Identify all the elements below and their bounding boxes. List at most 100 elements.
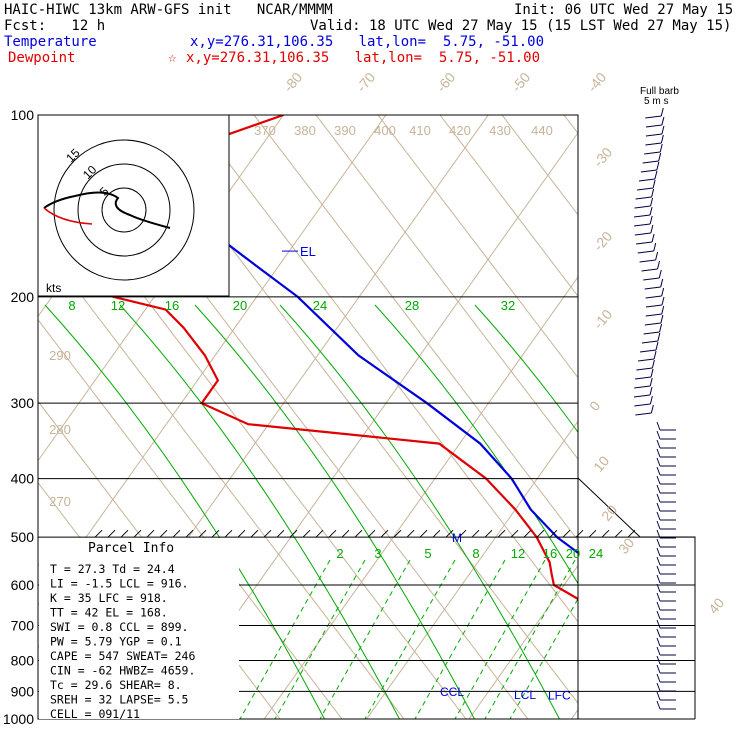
- parcel-info-line: T = 27.3 Td = 24.4: [50, 562, 175, 576]
- wind-barb-flag: [656, 529, 661, 539]
- wind-barb: [643, 277, 660, 281]
- parcel-info-line: SREH = 32 LAPSE= 5.5: [50, 693, 188, 707]
- wind-barb: [639, 259, 656, 263]
- wind-barb-flag: [660, 278, 664, 288]
- wind-barb: [634, 223, 651, 227]
- hatch-mark: [224, 529, 233, 538]
- wind-barb-flag: [658, 152, 662, 162]
- hatch-mark: [575, 529, 584, 538]
- wind-barb: [635, 412, 652, 416]
- theta-label: 440: [531, 123, 553, 138]
- ccl-marker-label: CCL: [440, 685, 464, 699]
- theta-e-label: 16: [165, 298, 179, 313]
- wind-barb: [635, 196, 652, 200]
- isotherm-label: 30: [615, 535, 637, 557]
- wind-barb-flag: [650, 368, 654, 378]
- mixing-ratio-label: 16: [543, 546, 557, 561]
- isotherm-line: [674, 115, 740, 719]
- barb-key-title: Full barb: [640, 86, 679, 97]
- wind-barb-flag: [656, 430, 661, 440]
- wind-barb-flag: [650, 197, 654, 207]
- parcel-info-line: LI = -1.5 LCL = 916.: [50, 577, 188, 591]
- moist-adiabat-line: [279, 304, 561, 719]
- mixing-ratio-label: 2: [336, 546, 343, 561]
- theta-label: 400: [374, 123, 396, 138]
- dry-adiabat-line: [315, 115, 578, 460]
- hatch-mark: [406, 529, 415, 538]
- wind-barb: [633, 214, 651, 218]
- wind-barb: [644, 151, 661, 155]
- isotherm-label: -50: [508, 69, 533, 95]
- wind-barb-flag: [656, 475, 661, 485]
- wind-barb-flag: [654, 170, 658, 180]
- hatch-mark: [185, 529, 194, 538]
- parcel-info-line: SWI = 0.8 CCL = 899.: [50, 620, 188, 634]
- mixing-ratio-label: 12: [511, 546, 525, 561]
- isotherm-line: [570, 708, 578, 719]
- hodograph-box: [37, 114, 230, 297]
- wind-barb-flag: [649, 215, 653, 225]
- hatch-mark: [341, 529, 350, 538]
- parcel-info-line: CELL = 091/11: [50, 707, 140, 721]
- dry-adiabat-line: [38, 237, 405, 719]
- wind-barb-flag: [657, 332, 661, 342]
- wind-barb-flag: [656, 691, 661, 701]
- isotherm-line: [468, 564, 578, 719]
- moist-adiabat-line: [374, 304, 578, 585]
- hatch-mark: [276, 529, 285, 538]
- hodograph-trace-lower: [43, 207, 93, 225]
- wind-barb-flag: [651, 233, 655, 243]
- wind-barb-flag: [656, 583, 661, 593]
- hatch-mark: [523, 529, 532, 538]
- star-icon: ☆: [168, 50, 177, 66]
- isotherm-label: -60: [433, 69, 458, 95]
- isotherm-label: -80: [280, 69, 305, 95]
- hatch-mark: [263, 529, 272, 538]
- hatch-mark: [484, 529, 493, 538]
- hatch-mark: [94, 529, 103, 538]
- wind-barb-flag: [657, 260, 660, 270]
- hatch-mark: [510, 529, 519, 538]
- wind-barb: [645, 124, 662, 128]
- wind-barb-flag: [656, 565, 661, 575]
- wind-barb-flag: [656, 673, 661, 683]
- wind-barb-flag: [656, 502, 661, 512]
- dry-adiabat-line: [688, 115, 740, 719]
- pressure-label: 600: [11, 577, 35, 593]
- wind-barb: [645, 142, 662, 146]
- wind-barb-flag: [659, 143, 663, 153]
- moist-adiabat-line: [474, 304, 578, 434]
- wind-barb: [634, 376, 652, 380]
- wind-barb-flag: [656, 466, 661, 476]
- isotherm-label: -30: [590, 144, 615, 170]
- wind-barb-flag: [656, 457, 661, 467]
- wind-barb-flag: [651, 188, 655, 198]
- parcel-info-line: Tc = 29.6 SHEAR= 8.: [50, 678, 182, 692]
- wind-barb-flag: [658, 269, 662, 279]
- wind-barb-flag: [652, 179, 656, 189]
- parcel-info-line: CAPE = 547 SWEAT= 246: [50, 649, 195, 663]
- hatch-mark: [146, 529, 155, 538]
- theta-e-label: 28: [405, 298, 419, 313]
- wind-barb: [644, 286, 661, 290]
- dewpoint-location: x,y=276.31,106.35 lat,lon= 5.75, -51.00: [186, 50, 541, 66]
- mixing-ratio-label: 3: [374, 546, 381, 561]
- valid-time: Valid: 18 UTC Wed 27 May 15 (15 LST Wed …: [310, 18, 732, 34]
- isotherm-label: -40: [584, 69, 609, 95]
- wind-barb-flag: [656, 161, 660, 171]
- hatch-mark: [380, 529, 389, 538]
- pressure-label: 700: [11, 617, 35, 633]
- theta-label: 390: [334, 123, 356, 138]
- wind-barb-flag: [653, 350, 657, 360]
- hatch-mark: [211, 529, 220, 538]
- wind-barb-flag: [656, 628, 661, 638]
- isotherm-label: 10: [590, 453, 612, 475]
- theta-label: 430: [489, 123, 511, 138]
- hatch-mark: [471, 529, 480, 538]
- dewpoint-legend-label: Dewpoint: [8, 50, 76, 66]
- m-marker-label: M: [452, 531, 462, 545]
- wind-barb-flag: [656, 646, 661, 656]
- theta-label: 280: [49, 422, 71, 437]
- wind-barb-flag: [656, 439, 661, 449]
